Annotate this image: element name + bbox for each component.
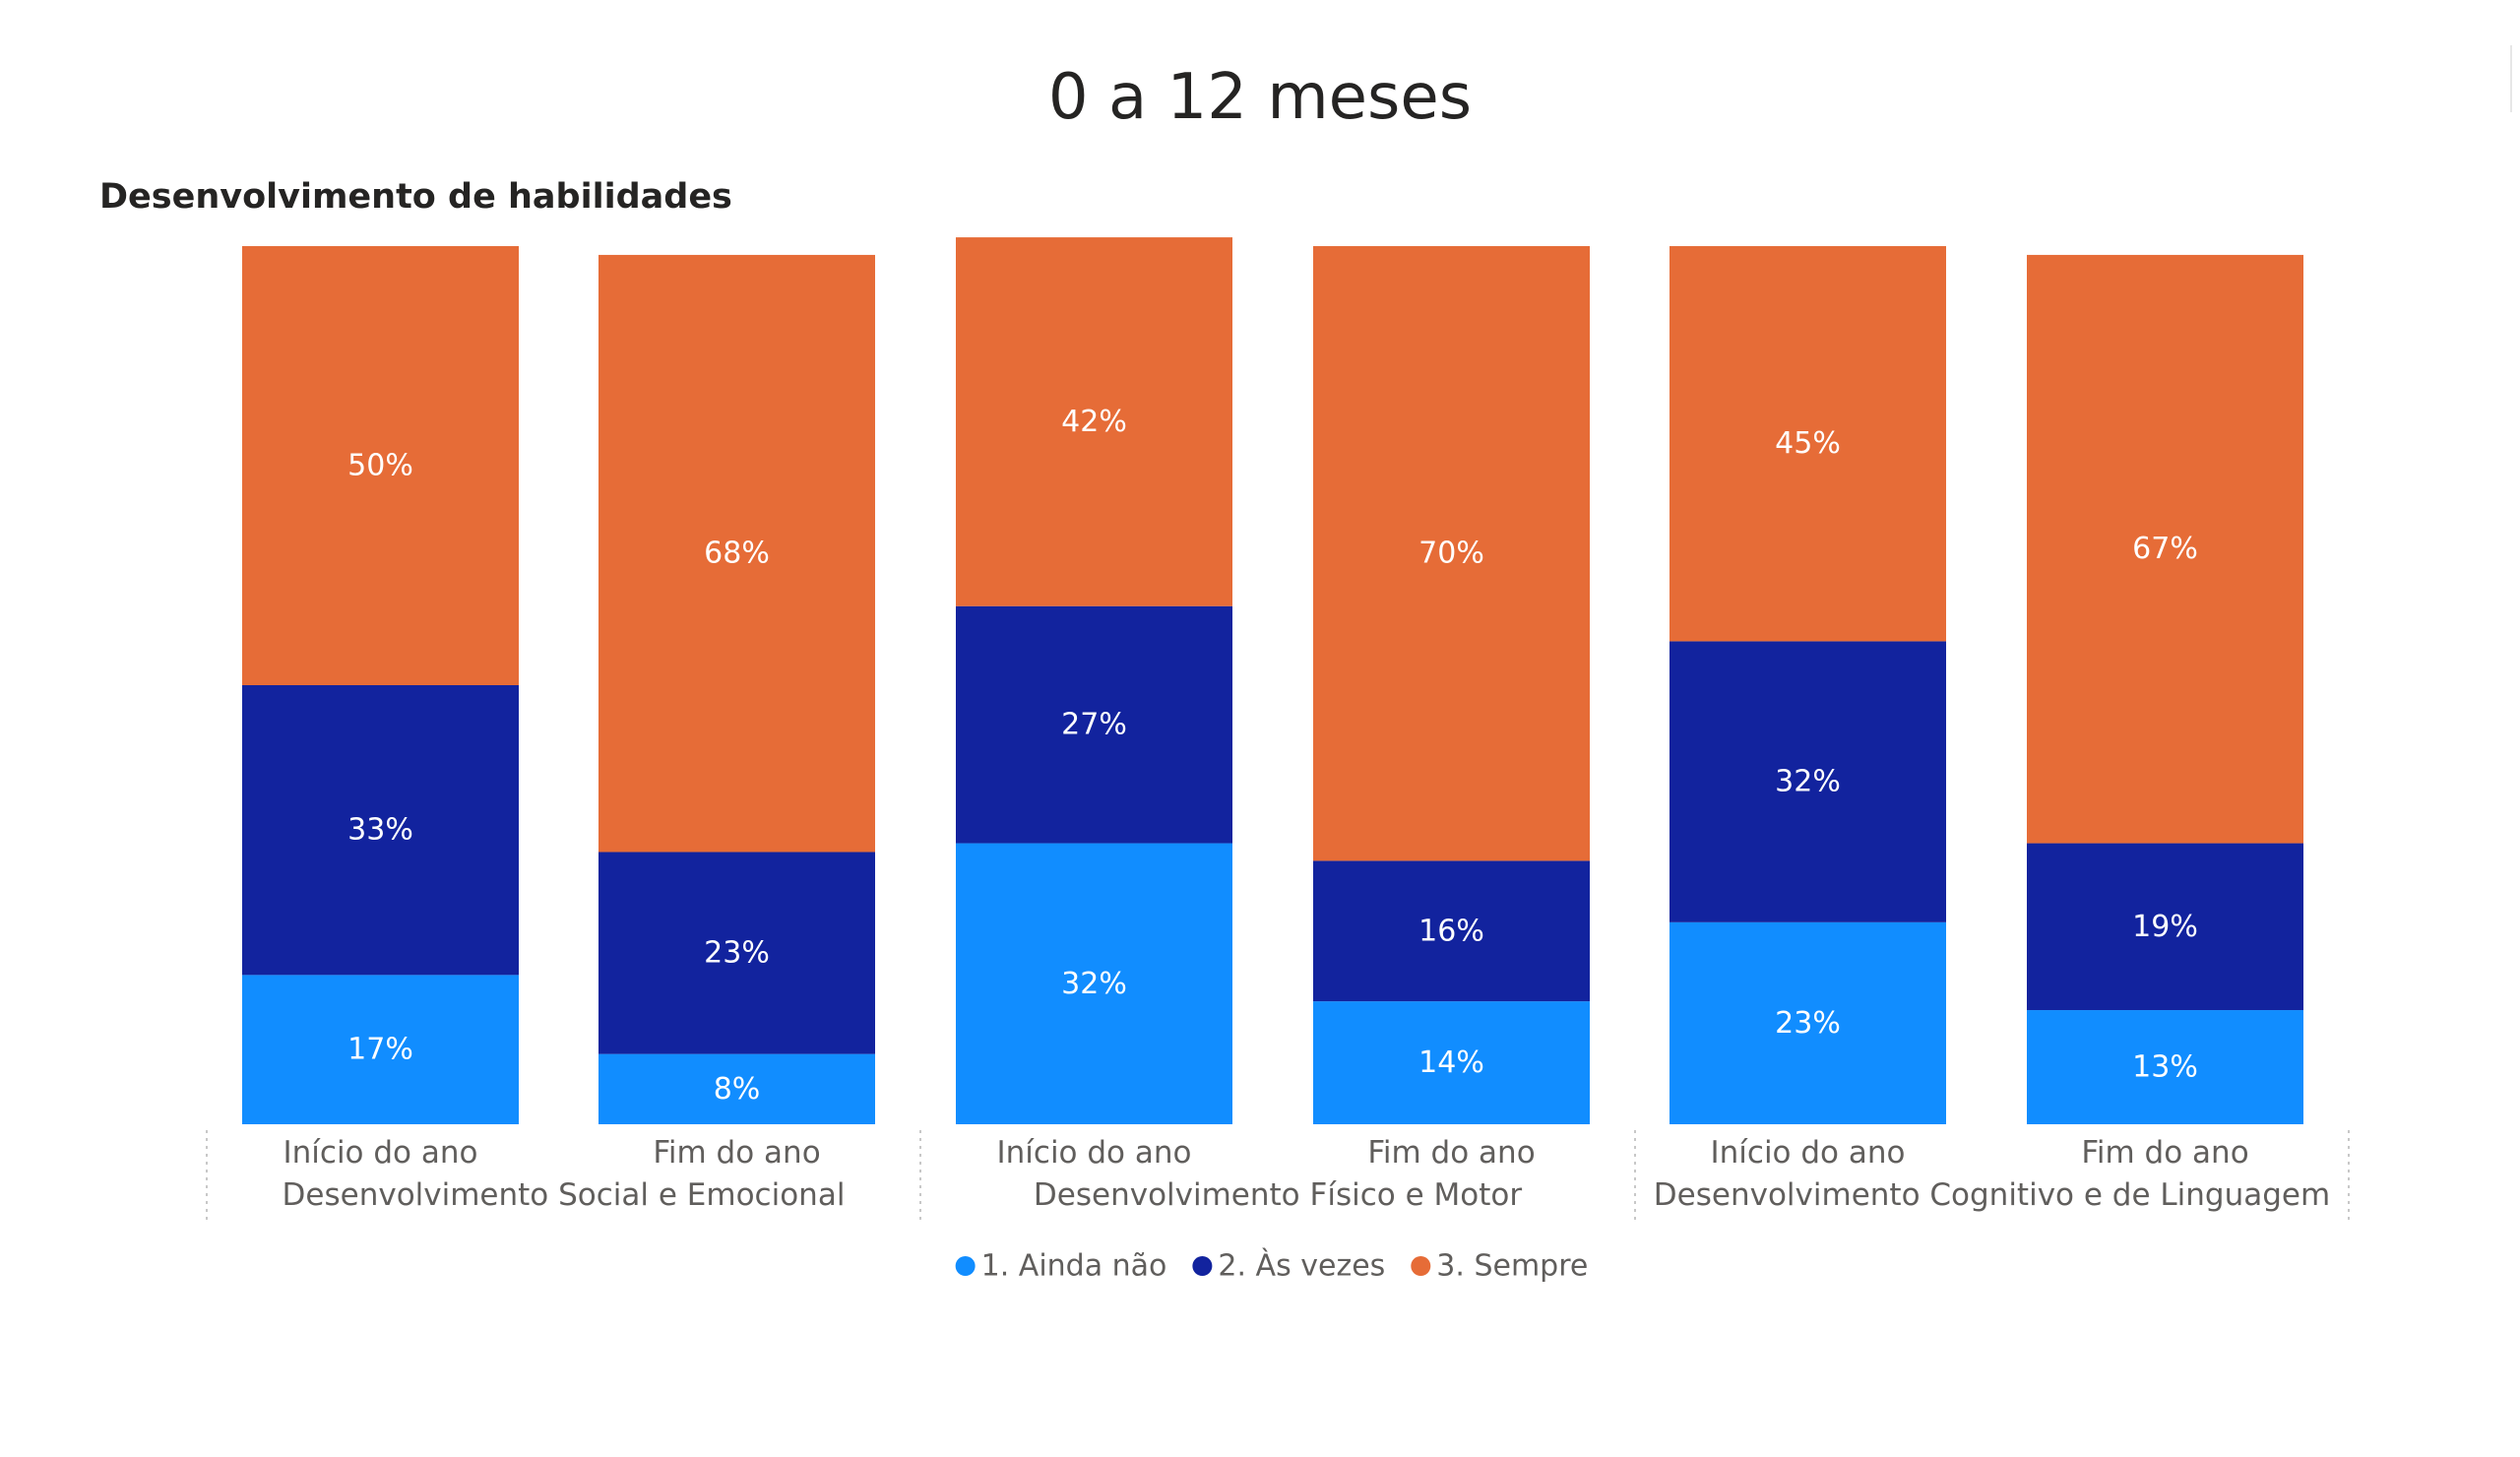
bar-segment[interactable] [1313, 246, 1590, 861]
x-tick-label: Início do ano [997, 1135, 1192, 1171]
group-label: Desenvolvimento Social e Emocional [283, 1177, 846, 1213]
bar-segment[interactable] [956, 605, 1232, 844]
bar-segment[interactable] [2027, 843, 2303, 1011]
bars-layer [242, 237, 2303, 1124]
x-axis: Início do ano Fim do ano Início do ano Fim … [206, 1130, 2350, 1221]
bar-segment[interactable] [598, 254, 875, 853]
x-tick-label: Fim do ano [653, 1135, 820, 1171]
data-label: 33% [347, 813, 413, 848]
data-label: 68% [704, 537, 770, 571]
legend-marker-icon [1192, 1256, 1213, 1276]
bar-segment[interactable] [598, 1053, 875, 1124]
data-label: 17% [347, 1033, 413, 1067]
x-tick-label: Início do ano [284, 1135, 478, 1171]
legend-label: 1. Ainda não [981, 1249, 1167, 1284]
data-label: 16% [1418, 914, 1484, 948]
data-label: 23% [704, 936, 770, 971]
data-labels-layer: 17% 33% 50% 8% 23% 68% 32% 27% 42% 14% 16% 70% 23% 32… [347, 405, 2198, 1107]
group-label: Desenvolvimento Físico e Motor [1034, 1177, 1522, 1213]
x-tick-label: Fim do ano [1367, 1135, 1535, 1171]
bar-segment[interactable] [598, 852, 875, 1054]
data-label: 32% [1775, 765, 1841, 799]
data-label: 23% [1775, 1006, 1841, 1041]
data-label: 27% [1061, 708, 1127, 742]
panel-edge-divider [2510, 45, 2512, 112]
bar-segment[interactable] [956, 843, 1232, 1124]
bar-segment[interactable] [1313, 860, 1590, 1002]
bar-segment[interactable] [1670, 641, 1946, 922]
x-tick-label: Início do ano [1711, 1135, 1906, 1171]
legend-marker-icon [955, 1256, 976, 1276]
bar-segment[interactable] [956, 237, 1232, 606]
data-label: 50% [347, 449, 413, 483]
legend: 1. Ainda não 2. Às vezes 3. Sempre [955, 1248, 1588, 1284]
data-label: 8% [714, 1072, 761, 1107]
data-label: 32% [1061, 967, 1127, 1001]
bar-segment[interactable] [242, 975, 519, 1124]
data-label: 14% [1418, 1045, 1484, 1080]
data-label: 70% [1418, 537, 1484, 571]
data-label: 67% [2132, 532, 2198, 566]
data-label: 19% [2132, 910, 2198, 944]
chart-title: Desenvolvimento de habilidades [99, 177, 732, 217]
bar-segment[interactable] [1670, 921, 1946, 1124]
bar-segment[interactable] [1670, 246, 1946, 642]
legend-item[interactable]: 3. Sempre [1411, 1249, 1588, 1284]
legend-label: 3. Sempre [1436, 1249, 1588, 1284]
bar-segment[interactable] [2027, 254, 2303, 844]
legend-item[interactable]: 1. Ainda não [955, 1249, 1167, 1284]
legend-label: 2. Às vezes [1218, 1248, 1385, 1284]
page-title: 0 a 12 meses [1047, 61, 1473, 134]
bar-segment[interactable] [242, 246, 519, 685]
legend-marker-icon [1411, 1256, 1431, 1276]
group-label: Desenvolvimento Cognitivo e de Linguagem [1654, 1177, 2330, 1213]
legend-item[interactable]: 2. Às vezes [1192, 1248, 1385, 1284]
x-tick-label: Fim do ano [2081, 1135, 2248, 1171]
bar-segment[interactable] [242, 685, 519, 976]
data-label: 42% [1061, 405, 1127, 439]
bar-segment[interactable] [2027, 1010, 2303, 1124]
data-label: 45% [1775, 426, 1841, 461]
bar-segment[interactable] [1313, 1001, 1590, 1124]
data-label: 13% [2132, 1050, 2198, 1085]
